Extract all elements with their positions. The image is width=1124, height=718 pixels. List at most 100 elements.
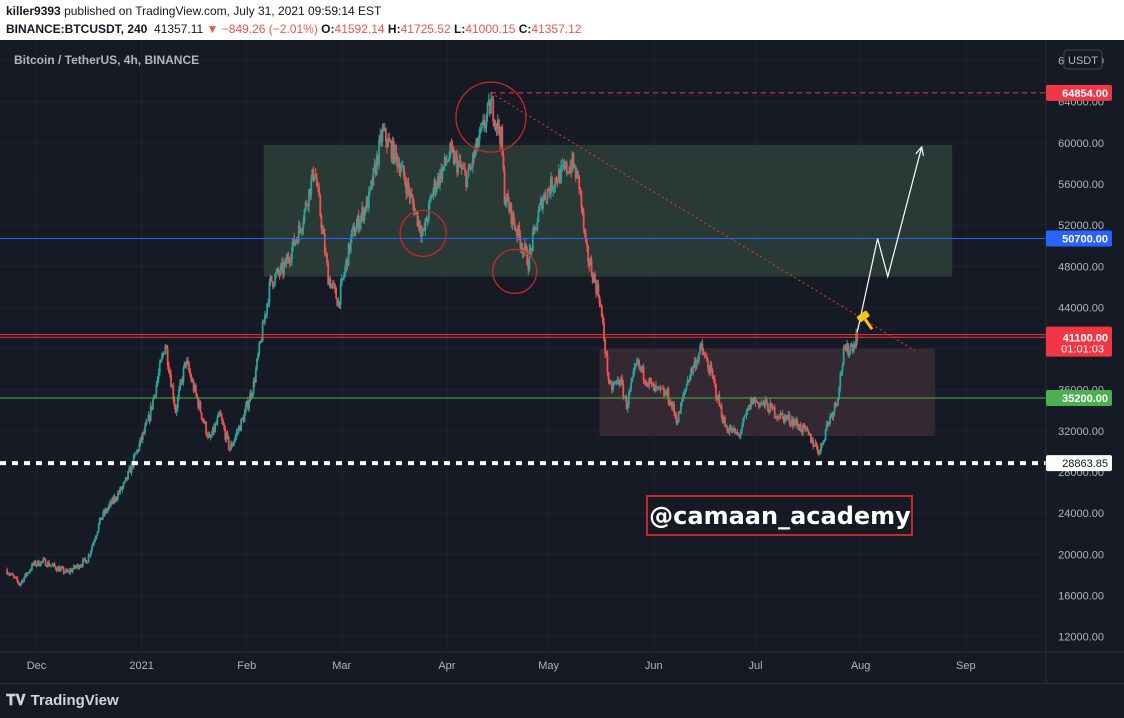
candle-body	[675, 416, 678, 423]
candle-body	[712, 376, 715, 380]
candle-body	[668, 402, 671, 406]
candle-body	[672, 404, 674, 409]
candle-body	[270, 276, 273, 282]
candle-body	[511, 212, 514, 225]
candle-body	[406, 181, 409, 194]
candle-body	[808, 433, 811, 436]
candle-body	[777, 416, 780, 418]
candle-body	[224, 429, 227, 440]
candle-body	[59, 568, 62, 572]
candle-body	[493, 121, 496, 127]
candle-body	[434, 180, 437, 192]
candle-body	[388, 138, 391, 142]
candle-body	[719, 405, 722, 407]
last-price: 41357.11	[154, 22, 204, 36]
candle-body	[127, 471, 129, 480]
candle-body	[404, 176, 406, 184]
candle-body	[414, 210, 417, 215]
candle-body	[318, 187, 321, 197]
candle-body	[22, 580, 24, 583]
candle-body	[370, 180, 373, 188]
chart-background	[0, 40, 1124, 683]
candle-body	[244, 406, 247, 413]
candle-body	[604, 339, 607, 354]
candle-body	[713, 379, 716, 385]
candle-body	[630, 382, 633, 390]
candle-body	[366, 197, 369, 209]
candle-body	[161, 355, 163, 360]
candle-body	[637, 360, 639, 362]
projection-path	[856, 146, 923, 333]
candle-body	[499, 132, 501, 144]
candle-body	[74, 565, 76, 568]
tradingview-logo[interactable]: 𝐓𝐕 TradingView	[6, 692, 119, 709]
candle-body	[157, 372, 160, 380]
candle-body	[666, 388, 669, 396]
candle-body	[704, 355, 707, 357]
candle-body	[845, 347, 847, 352]
candle-body	[513, 222, 516, 229]
x-tick-label: Sep	[956, 660, 976, 672]
candle-body	[389, 141, 392, 143]
x-tick-label: Dec	[27, 660, 47, 672]
candle-body	[421, 231, 423, 237]
gavel-handle	[863, 318, 874, 331]
candle-body	[785, 415, 787, 419]
candle-body	[50, 565, 53, 567]
price-chart[interactable]: 68000.0064000.0060000.0056000.0052000.00…	[0, 40, 1124, 683]
candle-body	[479, 128, 482, 130]
candle-body	[205, 421, 207, 435]
candle-body	[155, 384, 158, 396]
axis-layer	[0, 40, 1124, 683]
candle-body	[365, 197, 368, 212]
candle-body	[100, 517, 102, 520]
publisher-name[interactable]: killer9393	[6, 4, 61, 18]
candle-body	[372, 167, 375, 186]
candle-body	[790, 419, 793, 425]
candle-body	[732, 428, 734, 433]
candle-body	[754, 399, 757, 403]
high-label: H:	[387, 22, 401, 36]
candle-body	[319, 196, 322, 216]
candle-body	[25, 573, 28, 576]
currency-badge-box[interactable]	[1063, 49, 1103, 70]
candle-body	[573, 167, 576, 169]
footer-bar: 𝐓𝐕 TradingView	[0, 683, 1124, 718]
close-value: 41357.12	[531, 22, 582, 36]
candle-body	[782, 415, 785, 423]
candle-body	[400, 165, 403, 170]
candle-body	[223, 424, 226, 430]
candle-body	[742, 419, 744, 427]
candle-body	[441, 167, 444, 180]
candle-body	[583, 228, 586, 235]
candle-body	[693, 361, 696, 366]
candle-body	[430, 196, 432, 199]
candle-body	[299, 225, 301, 230]
candle-body	[79, 565, 82, 567]
candle-body	[71, 569, 74, 572]
candle-body	[641, 366, 644, 371]
candle-body	[523, 244, 526, 251]
candle-body	[265, 313, 267, 316]
candle-body	[650, 381, 653, 384]
candle-body	[206, 434, 209, 437]
candle-body	[358, 223, 361, 230]
candle-body	[343, 274, 345, 278]
candle-body	[426, 219, 429, 222]
y-tick-label: 20000.00	[1058, 549, 1104, 561]
currency-badge[interactable]: USDT	[1068, 55, 1098, 67]
candle-body	[58, 567, 61, 572]
candle-body	[750, 398, 752, 409]
candle-body	[467, 167, 470, 177]
candle-body	[703, 355, 706, 357]
candle-body	[647, 384, 650, 386]
candle-body	[651, 383, 654, 385]
candle-body	[352, 226, 354, 230]
candle-body	[600, 305, 603, 317]
chart-area[interactable]: 68000.0064000.0060000.0056000.0052000.00…	[0, 40, 1124, 683]
candle-body	[670, 401, 673, 409]
candle-body	[309, 189, 311, 196]
candle-body	[525, 244, 527, 249]
candle-body	[461, 168, 464, 170]
candle-body	[616, 379, 619, 381]
